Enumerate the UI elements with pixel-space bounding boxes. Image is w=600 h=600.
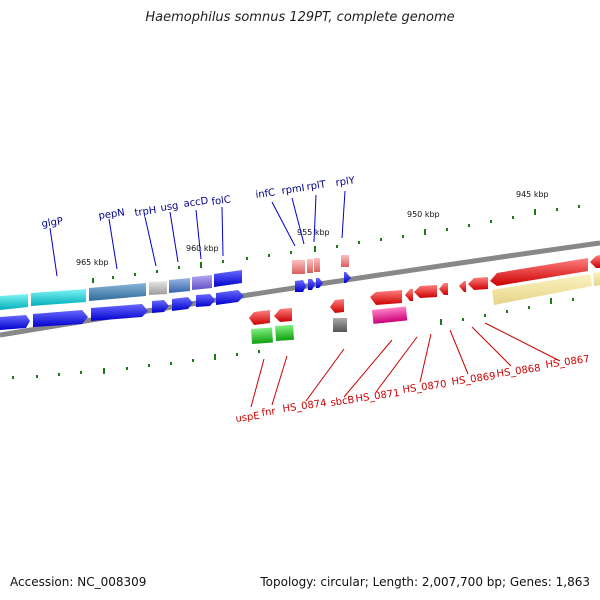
- gene-arrow-fwd-4: [152, 300, 169, 313]
- gene-label-accD: accD: [183, 196, 209, 210]
- gene-arrow-fwd-1: [0, 315, 30, 330]
- gene-block-magenta: [372, 306, 408, 324]
- gene-block-pink-3: [314, 258, 320, 272]
- gene-label-trpH: trpH: [134, 205, 157, 219]
- kbp-marker-945: 945 kbp: [516, 190, 549, 199]
- gene-block-dark: [333, 318, 347, 332]
- outer-ticks: [92, 205, 580, 283]
- leader-lines-top: [49, 190, 346, 277]
- gene-label-HS_0874: HS_0874: [282, 398, 327, 415]
- gene-block-purple: [192, 275, 212, 290]
- gene-label-HS_0868: HS_0868: [496, 363, 541, 380]
- gene-arrow-fwd-7: [216, 290, 244, 305]
- gene-arrow-rev-5: [459, 281, 466, 292]
- gene-arrow-rev-8: [590, 255, 600, 268]
- gene-label-rplT: rplT: [306, 179, 328, 193]
- forward-strand-row2: [0, 272, 351, 330]
- gene-block-pink-2: [307, 259, 313, 273]
- gene-arrow-fwd-10: [316, 278, 323, 288]
- forward-strand-row1: [0, 270, 242, 310]
- gene-label-rplY: rplY: [335, 175, 357, 189]
- gene-arrow-rev-10: [274, 308, 292, 322]
- gene-arrow-fwd-3: [91, 304, 148, 321]
- gene-block-cyan-2: [31, 289, 86, 306]
- gene-arrow-rev-1: [370, 290, 402, 305]
- gene-label-pepN: pepN: [98, 207, 126, 222]
- pink-blocks: [292, 255, 349, 274]
- kbp-marker-955: 955 kbp: [297, 228, 330, 237]
- gene-arrow-fwd-5: [172, 297, 193, 311]
- gene-block-green-1: [251, 327, 273, 344]
- gene-block-green-2: [274, 324, 295, 341]
- kbp-marker-960: 960 kbp: [186, 244, 219, 253]
- gene-block-cyan-1: [0, 294, 28, 310]
- gene-block-pink-4: [341, 255, 349, 267]
- gene-block-cream-2: [593, 272, 600, 286]
- gene-label-sbcB: sbcB: [330, 395, 355, 409]
- gene-label-HS_0870: HS_0870: [402, 379, 447, 396]
- gene-arrow-rev-9: [249, 310, 270, 325]
- gene-arrow-rev-7: [490, 258, 588, 286]
- gene-arrow-fwd-11: [344, 272, 351, 283]
- gene-arrow-rev-11: [330, 299, 344, 313]
- gene-labels-top: glgP pepN trpH usg accD folC infC rpmI r…: [41, 175, 357, 230]
- gene-block-pink-1: [292, 260, 305, 274]
- gene-arrow-fwd-6: [196, 294, 215, 307]
- gene-label-fnr: fnr: [261, 406, 277, 419]
- gene-label-HS_0869: HS_0869: [451, 371, 496, 388]
- gene-label-infC: infC: [255, 187, 276, 201]
- leader-lines-bottom: [250, 322, 561, 408]
- gene-block-steel: [89, 283, 146, 301]
- accession-text: Accession: NC_008309: [10, 575, 147, 589]
- gene-label-folC: folC: [211, 194, 232, 208]
- gene-arrow-rev-3: [414, 285, 437, 298]
- gene-label-usg: usg: [160, 201, 179, 214]
- reverse-strand-row2: [249, 299, 408, 344]
- gene-arrow-rev-6: [468, 277, 488, 290]
- gene-arrow-rev-4: [439, 283, 448, 295]
- page-title: Haemophilus somnus 129PT, complete genom…: [145, 10, 455, 25]
- gene-label-HS_0871: HS_0871: [355, 388, 400, 405]
- kbp-marker-965: 965 kbp: [76, 258, 109, 267]
- gene-label-uspE: uspE: [235, 411, 261, 425]
- topology-text: Topology: circular; Length: 2,007,700 bp…: [260, 575, 590, 589]
- gene-label-glgP: glgP: [41, 216, 64, 230]
- inner-ticks: [12, 298, 574, 379]
- kbp-marker-950: 950 kbp: [407, 210, 440, 219]
- gene-arrow-fwd-2: [33, 310, 88, 327]
- gene-arrow-fwd-8: [295, 280, 306, 292]
- gene-arrow-rev-2: [405, 289, 413, 301]
- gene-arrow-fwd-9: [308, 279, 315, 290]
- gene-block-cream: [492, 274, 592, 305]
- gene-label-rpmI: rpmI: [281, 183, 305, 197]
- reverse-strand-row1: [370, 255, 600, 305]
- gene-block-slate: [169, 278, 190, 293]
- gene-block-grey: [149, 281, 167, 295]
- gene-block-blue: [214, 270, 242, 287]
- gene-labels-bottom: uspE fnr HS_0874 sbcB HS_0871 HS_0870 HS…: [235, 354, 590, 425]
